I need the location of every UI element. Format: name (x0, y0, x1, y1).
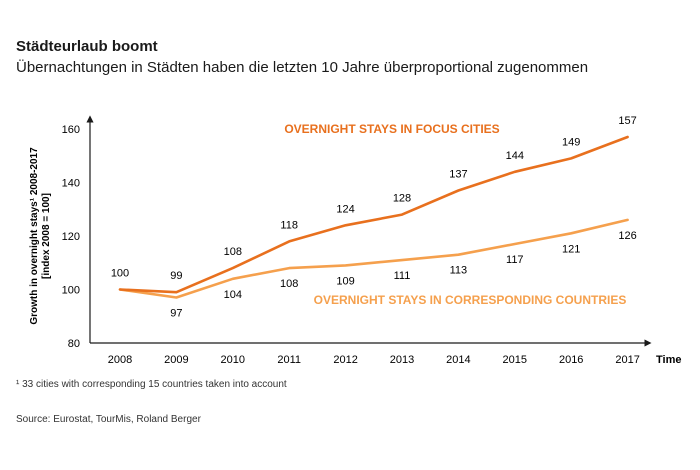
x-tick-label: 2017 (615, 354, 639, 366)
x-tick-label: 2010 (221, 354, 245, 366)
chart-subtitle: Übernachtungen in Städten haben die letz… (16, 59, 589, 76)
source-note: Source: Eurostat, TourMis, Roland Berger (16, 414, 201, 425)
data-label-focus-cities: 137 (449, 169, 467, 181)
data-label-focus-cities: 149 (562, 136, 580, 148)
x-tick-label: 2014 (446, 354, 470, 366)
y-axis-label: Growth in overnight stays¹ 2008-2017[ind… (29, 147, 52, 325)
x-tick-label: 2008 (108, 354, 132, 366)
series-line (118, 218, 629, 299)
y-tick-label: 100 (62, 285, 80, 297)
y-tick-label: 140 (62, 178, 80, 190)
data-label-focus-cities: 108 (224, 246, 242, 258)
data-label-countries: 117 (506, 254, 524, 266)
data-label-countries: 109 (336, 275, 354, 287)
y-axis-label-line: Growth in overnight stays¹ 2008-2017 (29, 147, 40, 325)
x-tick-label: 2012 (333, 354, 357, 366)
y-tick-label: 160 (62, 124, 80, 136)
y-axis-label-line: [index 2008 = 100] (41, 193, 52, 279)
series-label-countries: OVERNIGHT STAYS IN CORRESPONDING COUNTRI… (314, 293, 627, 307)
data-label-countries: 104 (224, 289, 242, 301)
data-label-focus-cities: 128 (393, 193, 411, 205)
x-tick-label: 2011 (277, 354, 301, 366)
data-label-countries: 111 (394, 270, 411, 282)
y-tick-label: 120 (62, 231, 80, 243)
data-label-focus-cities: 118 (280, 219, 298, 231)
series-label-focus-cities: OVERNIGHT STAYS IN FOCUS CITIES (284, 122, 499, 136)
data-label-countries: 97 (170, 308, 182, 320)
data-label-focus-cities: 99 (170, 270, 182, 282)
data-label-countries: 121 (562, 243, 580, 255)
x-tick-label: 2016 (559, 354, 583, 366)
data-label-countries: 113 (450, 265, 468, 277)
data-label-countries: 108 (280, 278, 298, 290)
x-tick-label: 2009 (164, 354, 188, 366)
data-label-focus-cities: 100 (111, 268, 129, 280)
x-axis-label: Time (656, 354, 681, 366)
chart-title: Städteurlaub boomt (16, 38, 158, 55)
x-tick-label: 2013 (390, 354, 414, 366)
x-tick-label: 2015 (503, 354, 527, 366)
footnote: ¹ 33 cities with corresponding 15 countr… (16, 379, 287, 390)
data-label-focus-cities: 157 (618, 115, 636, 127)
data-label-countries: 126 (618, 230, 636, 242)
series-line (118, 135, 629, 294)
data-label-focus-cities: 124 (336, 203, 354, 215)
y-tick-label: 80 (68, 338, 80, 350)
data-label-focus-cities: 144 (506, 150, 524, 162)
